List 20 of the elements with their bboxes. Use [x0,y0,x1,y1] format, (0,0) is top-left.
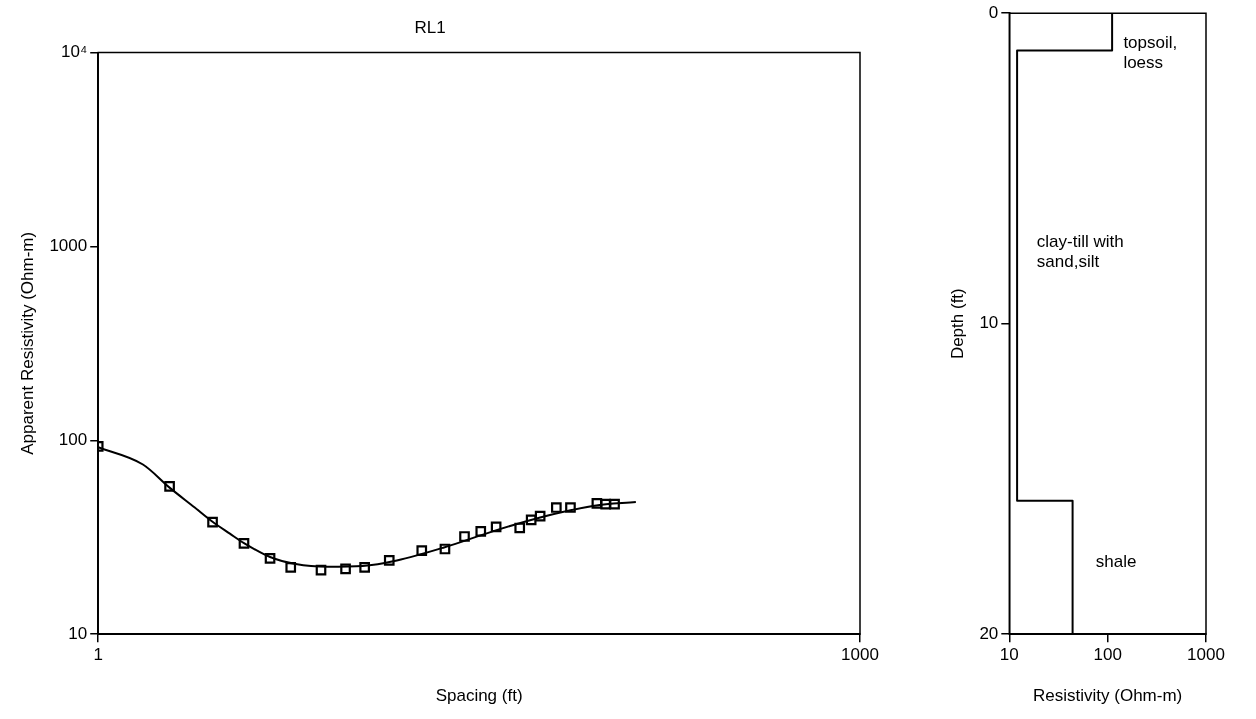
x-tick-label: 1 [93,645,103,665]
x-tick-label: 1000 [1187,645,1225,665]
y-axis-title: Depth (ft) [947,288,967,360]
y-tick-label: 0 [988,2,999,22]
annotation: clay-till with sand,silt [1036,231,1124,271]
y-tick-label: 1000 [49,236,88,256]
annotation: shale [1095,552,1137,572]
annotation: topsoil, loess [1123,33,1178,73]
y-tick-label: 20 [979,623,999,643]
x-axis-title: Resistivity (Ohm-m) [1033,686,1183,706]
y-tick-label: 10 [979,313,999,333]
x-tick-label: 10 [999,645,1019,665]
chart-title: RL1 [414,17,446,37]
y-tick-label: 10⁴ [61,42,88,62]
x-axis-title: Spacing (ft) [435,686,523,706]
x-tick-label: 100 [1093,645,1122,665]
x-tick-label: 1000 [841,645,879,665]
y-tick-label: 100 [58,429,88,449]
y-tick-label: 10 [68,623,88,643]
y-axis-title: Apparent Resistivity (Ohm-m) [17,231,37,455]
